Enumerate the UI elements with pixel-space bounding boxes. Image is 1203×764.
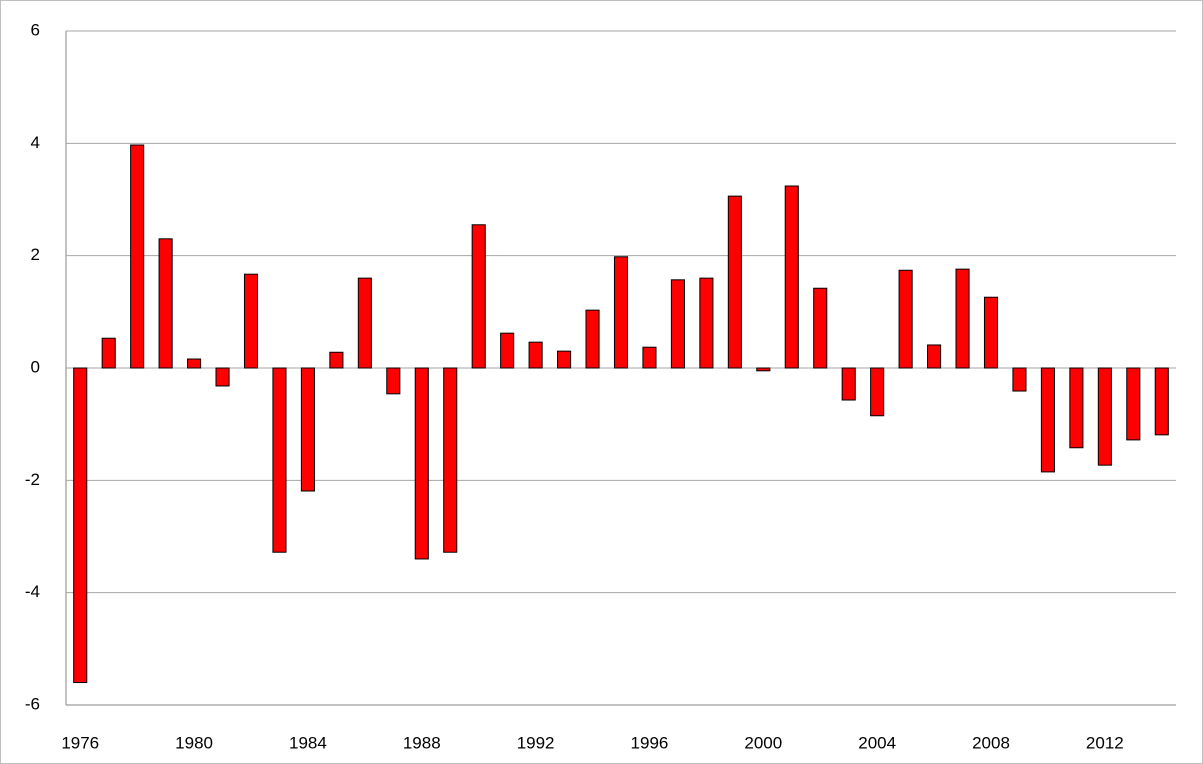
bar <box>1040 367 1055 473</box>
y-tick-label: -2 <box>25 470 40 489</box>
bar <box>955 268 970 369</box>
bar <box>272 367 287 553</box>
bar <box>813 287 828 369</box>
bar <box>130 144 145 369</box>
bar <box>670 279 685 369</box>
bar <box>329 351 344 369</box>
bar <box>983 296 999 369</box>
bar <box>528 341 543 369</box>
x-tick-label: 2008 <box>972 733 1010 752</box>
bar <box>215 367 230 387</box>
bar <box>386 367 401 395</box>
bar <box>471 224 486 369</box>
bar <box>784 185 799 369</box>
y-tick-label: -6 <box>25 694 40 713</box>
x-tick-label: 2004 <box>858 733 896 752</box>
bar <box>756 367 771 372</box>
bar <box>557 350 572 369</box>
y-tick-label: 0 <box>31 357 40 376</box>
x-tick-label: 1996 <box>631 733 669 752</box>
bar <box>1154 367 1169 436</box>
bar <box>727 195 742 369</box>
bar <box>73 367 88 684</box>
bar <box>357 277 372 369</box>
bar <box>243 273 259 369</box>
y-tick-label: 2 <box>31 245 40 264</box>
bar <box>841 367 856 401</box>
bar <box>101 337 116 369</box>
x-tick-label: 1984 <box>289 733 327 752</box>
y-tick-label: -4 <box>25 582 40 601</box>
x-tick-label: 2012 <box>1086 733 1124 752</box>
y-tick-label: 4 <box>31 133 40 152</box>
bar <box>585 309 600 369</box>
bar <box>443 367 458 553</box>
bar <box>642 346 657 369</box>
bar <box>300 367 315 492</box>
bar <box>414 367 429 560</box>
x-tick-label: 1988 <box>403 733 441 752</box>
bar <box>870 367 885 417</box>
bar <box>500 332 515 369</box>
bar <box>187 358 202 369</box>
x-tick-label: 2000 <box>744 733 782 752</box>
bar <box>1097 367 1112 466</box>
bar <box>1012 367 1027 392</box>
x-tick-label: 1980 <box>175 733 213 752</box>
bar <box>927 344 942 369</box>
bar <box>1126 367 1141 441</box>
y-tick-label: 6 <box>31 20 40 39</box>
bar <box>158 238 173 369</box>
bar <box>1069 367 1084 449</box>
bar <box>699 277 714 369</box>
bar <box>898 269 913 369</box>
bar <box>613 256 629 369</box>
x-tick-label: 1992 <box>517 733 555 752</box>
x-tick-label: 1976 <box>61 733 99 752</box>
